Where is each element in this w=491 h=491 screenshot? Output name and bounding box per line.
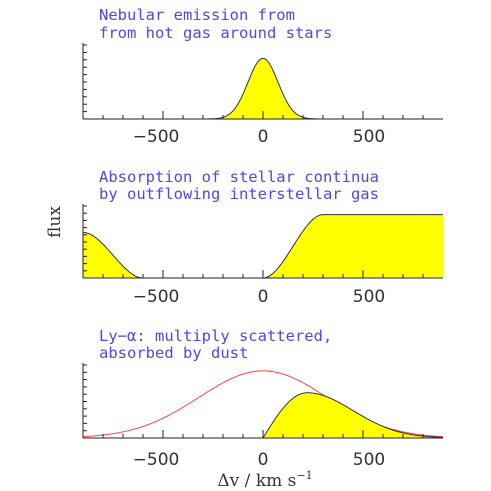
x-axis-symbol: Δv bbox=[217, 471, 239, 491]
x-tick-label: 500 bbox=[353, 450, 385, 470]
panel-title-line-1: Absorption of stellar continua bbox=[99, 168, 379, 186]
x-tick-label: 500 bbox=[353, 127, 385, 147]
panel-lyman-alpha: Ly−α: multiply scattered, absorbed by du… bbox=[82, 327, 444, 470]
x-axis-label: Δv / km s−1 bbox=[217, 469, 312, 491]
axes-frame bbox=[82, 43, 443, 120]
intrinsic-profile-line bbox=[82, 370, 444, 438]
flux-area bbox=[83, 392, 443, 438]
x-tick-label: 0 bbox=[258, 127, 269, 147]
plot-area bbox=[82, 370, 444, 439]
flux-area bbox=[83, 214, 443, 278]
plot-area bbox=[82, 214, 443, 279]
flux-area bbox=[83, 58, 443, 119]
x-tick-label: −500 bbox=[133, 287, 180, 307]
x-tick-label: 0 bbox=[258, 450, 269, 470]
panel-title-line-2: by outflowing interstellar gas bbox=[99, 185, 379, 203]
panel-title-line-1: Nebular emission from bbox=[99, 6, 295, 24]
panel-title-line-2: from hot gas around stars bbox=[99, 24, 332, 42]
y-axis-label: flux bbox=[45, 206, 65, 238]
x-tick-label: 500 bbox=[353, 287, 385, 307]
axes-frame bbox=[82, 204, 443, 279]
x-axis-separator: / bbox=[239, 471, 256, 491]
panel-title-line-1: Ly−α: multiply scattered, bbox=[99, 327, 332, 345]
x-tick-label: −500 bbox=[133, 450, 180, 470]
panel-title-line-2: absorbed by dust bbox=[99, 344, 248, 362]
panel-nebular-emission: Nebular emission from from hot gas aroun… bbox=[82, 6, 443, 147]
panel-absorption: Absorption of stellar continua by outflo… bbox=[82, 168, 443, 307]
x-tick-label: 0 bbox=[258, 287, 269, 307]
x-axis-unit: km s bbox=[256, 471, 297, 491]
x-axis-unit-exponent: −1 bbox=[296, 469, 312, 482]
plot-area bbox=[83, 57, 443, 120]
x-tick-label: −500 bbox=[133, 127, 180, 147]
axes-frame bbox=[82, 363, 443, 439]
